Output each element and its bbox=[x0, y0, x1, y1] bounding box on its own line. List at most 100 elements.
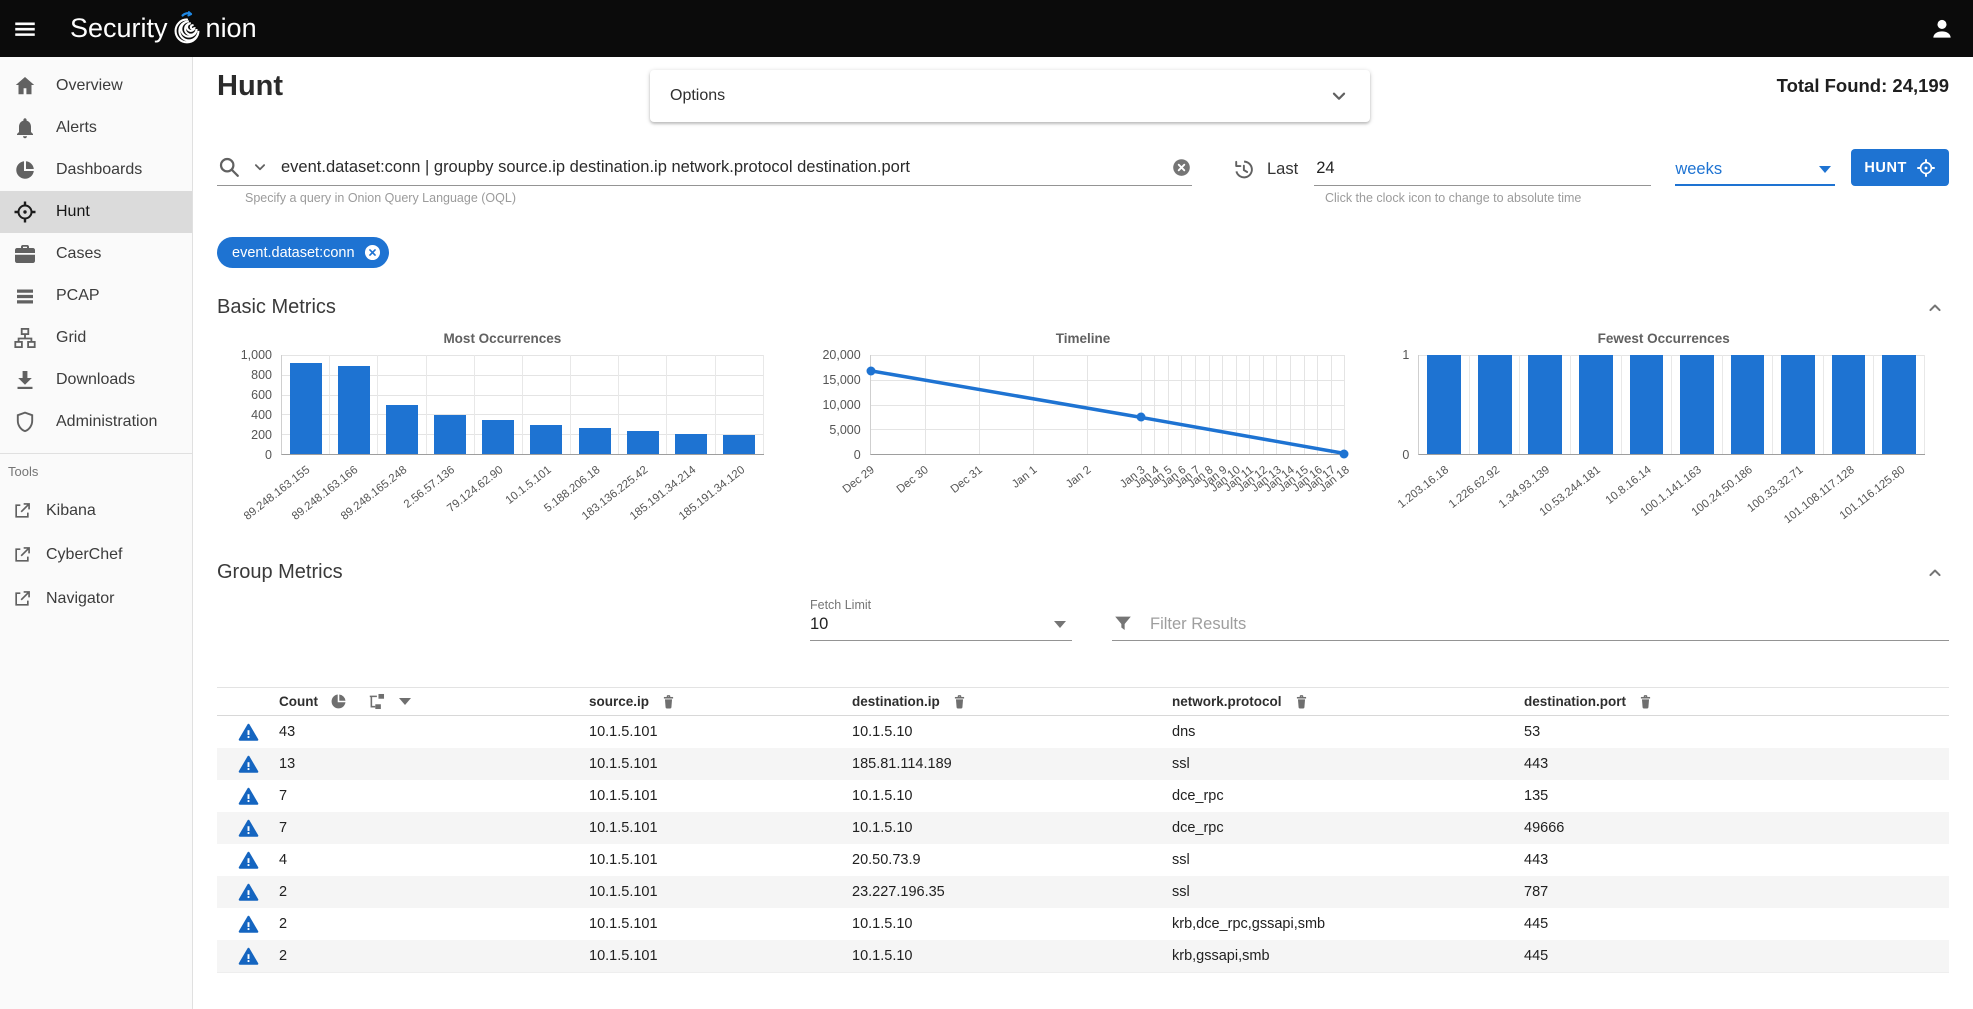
logo-text-right: nion bbox=[206, 13, 257, 44]
tool-item-navigator[interactable]: Navigator bbox=[0, 577, 192, 621]
column-header-count[interactable]: Count bbox=[279, 694, 318, 709]
filter-chip[interactable]: event.dataset:conn bbox=[217, 237, 389, 268]
bar[interactable] bbox=[1579, 355, 1613, 454]
bar[interactable] bbox=[675, 434, 707, 454]
user-account-icon[interactable] bbox=[1929, 16, 1955, 42]
hunt-button[interactable]: HUNT bbox=[1851, 149, 1949, 186]
bar[interactable] bbox=[290, 363, 322, 454]
column-header-destination-port[interactable]: destination.port bbox=[1524, 694, 1626, 709]
bar[interactable] bbox=[1528, 355, 1562, 454]
clear-query-icon[interactable] bbox=[1171, 157, 1192, 178]
tool-item-kibana[interactable]: Kibana bbox=[0, 489, 192, 533]
cell-port: 445 bbox=[1524, 948, 1949, 964]
alert-triangle-icon[interactable] bbox=[238, 914, 259, 935]
bar[interactable] bbox=[1882, 355, 1916, 454]
download-icon bbox=[13, 368, 37, 392]
time-units-select[interactable]: weeks bbox=[1675, 160, 1835, 186]
bar[interactable] bbox=[530, 425, 562, 454]
sankey-graph-icon[interactable] bbox=[367, 692, 386, 711]
alert-triangle-icon[interactable] bbox=[238, 850, 259, 871]
alert-triangle-icon[interactable] bbox=[238, 786, 259, 807]
bar[interactable] bbox=[434, 415, 466, 454]
chevron-down-icon[interactable] bbox=[1328, 85, 1350, 107]
column-header-source-ip[interactable]: source.ip bbox=[589, 694, 649, 709]
sidebar-item-cases[interactable]: Cases bbox=[0, 233, 192, 275]
bar[interactable] bbox=[338, 366, 370, 454]
bar[interactable] bbox=[482, 420, 514, 454]
history-clock-icon[interactable] bbox=[1232, 158, 1255, 181]
sidebar-item-overview[interactable]: Overview bbox=[0, 65, 192, 107]
tool-item-label: Kibana bbox=[46, 502, 96, 520]
caret-down-icon[interactable] bbox=[399, 698, 411, 705]
bar[interactable] bbox=[1478, 355, 1512, 454]
data-point[interactable] bbox=[1136, 413, 1145, 422]
options-panel[interactable]: Options bbox=[650, 70, 1370, 122]
table-row[interactable]: 4310.1.5.10110.1.5.10dns53 bbox=[217, 716, 1949, 748]
sidebar-item-dashboards[interactable]: Dashboards bbox=[0, 149, 192, 191]
table-row[interactable]: 210.1.5.10110.1.5.10krb,gssapi,smb445 bbox=[217, 940, 1949, 972]
alert-triangle-icon[interactable] bbox=[238, 882, 259, 903]
table-row[interactable]: 410.1.5.10120.50.73.9ssl443 bbox=[217, 844, 1949, 876]
total-found: Total Found: 24,199 bbox=[1777, 75, 1949, 97]
trash-icon[interactable] bbox=[1293, 693, 1310, 710]
query-input[interactable] bbox=[279, 157, 1161, 178]
sidebar-item-administration[interactable]: Administration bbox=[0, 401, 192, 443]
fetch-limit-select[interactable]: Fetch Limit 10 bbox=[810, 598, 1072, 641]
tool-item-cyberchef[interactable]: CyberChef bbox=[0, 533, 192, 577]
bar[interactable] bbox=[579, 428, 611, 454]
table-row[interactable]: 710.1.5.10110.1.5.10dce_rpc49666 bbox=[217, 812, 1949, 844]
cell-port: 49666 bbox=[1524, 820, 1949, 836]
duration-field bbox=[1314, 158, 1651, 186]
bar[interactable] bbox=[1781, 355, 1815, 454]
trash-icon[interactable] bbox=[660, 693, 677, 710]
hamburger-menu-icon[interactable] bbox=[12, 16, 38, 42]
cell-port: 53 bbox=[1524, 724, 1949, 740]
remove-chip-icon[interactable] bbox=[363, 243, 382, 262]
cell-dst: 10.1.5.10 bbox=[852, 916, 1172, 932]
query-history-caret-icon[interactable] bbox=[251, 158, 269, 176]
bar[interactable] bbox=[723, 435, 755, 454]
cell-proto: ssl bbox=[1172, 884, 1524, 900]
bar[interactable] bbox=[1680, 355, 1714, 454]
sidebar-item-label: Cases bbox=[56, 245, 101, 263]
sidebar-item-downloads[interactable]: Downloads bbox=[0, 359, 192, 401]
chart-title: Most Occurrences bbox=[217, 331, 788, 346]
table-row[interactable]: 210.1.5.10110.1.5.10krb,dce_rpc,gssapi,s… bbox=[217, 908, 1949, 940]
dashboards-icon bbox=[13, 158, 37, 182]
cell-count: 43 bbox=[279, 724, 589, 740]
alert-triangle-icon[interactable] bbox=[238, 754, 259, 775]
table-row[interactable]: 210.1.5.10123.227.196.35ssl787 bbox=[217, 876, 1949, 908]
bar[interactable] bbox=[386, 405, 418, 455]
alert-triangle-icon[interactable] bbox=[238, 946, 259, 967]
sidebar-item-alerts[interactable]: Alerts bbox=[0, 107, 192, 149]
trash-icon[interactable] bbox=[1637, 693, 1654, 710]
cell-dst: 10.1.5.10 bbox=[852, 788, 1172, 804]
sidebar-item-grid[interactable]: Grid bbox=[0, 317, 192, 359]
bar[interactable] bbox=[627, 431, 659, 454]
cell-dst: 10.1.5.10 bbox=[852, 820, 1172, 836]
column-header-destination-ip[interactable]: destination.ip bbox=[852, 694, 940, 709]
cell-proto: krb,gssapi,smb bbox=[1172, 948, 1524, 964]
trash-icon[interactable] bbox=[951, 693, 968, 710]
duration-input[interactable] bbox=[1314, 158, 1651, 179]
sidebar-item-hunt[interactable]: Hunt bbox=[0, 191, 192, 233]
bar[interactable] bbox=[1630, 355, 1664, 454]
filter-results-input[interactable] bbox=[1148, 614, 1949, 635]
column-header-network-protocol[interactable]: network.protocol bbox=[1172, 694, 1282, 709]
table-row[interactable]: 1310.1.5.101185.81.114.189ssl443 bbox=[217, 748, 1949, 780]
alert-triangle-icon[interactable] bbox=[238, 818, 259, 839]
data-point[interactable] bbox=[866, 366, 875, 375]
chart-title: Timeline bbox=[798, 331, 1369, 346]
collapse-basic-metrics-icon[interactable] bbox=[1925, 298, 1945, 318]
pie-chart-icon[interactable] bbox=[329, 692, 348, 711]
tools-section-label: Tools bbox=[0, 456, 192, 489]
onion-logo-icon bbox=[169, 9, 205, 49]
bar[interactable] bbox=[1427, 355, 1461, 454]
alert-triangle-icon[interactable] bbox=[238, 722, 259, 743]
table-row[interactable]: 710.1.5.10110.1.5.10dce_rpc135 bbox=[217, 780, 1949, 812]
y-tick-label: 5,000 bbox=[829, 423, 860, 437]
collapse-group-metrics-icon[interactable] bbox=[1925, 563, 1945, 583]
bar[interactable] bbox=[1832, 355, 1866, 454]
bar[interactable] bbox=[1731, 355, 1765, 454]
sidebar-item-pcap[interactable]: PCAP bbox=[0, 275, 192, 317]
